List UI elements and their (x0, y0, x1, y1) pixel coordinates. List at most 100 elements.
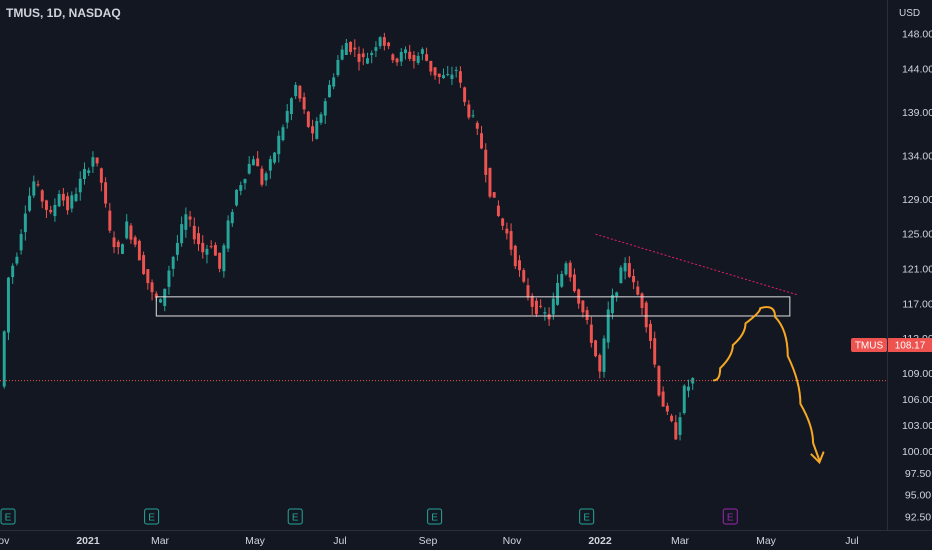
x-tick-label: May (756, 535, 777, 547)
earnings-marker-label: E (583, 513, 590, 524)
candle-body (564, 263, 568, 275)
candle-body (433, 67, 437, 76)
candle-body (370, 53, 374, 55)
x-tick-label: Jul (333, 535, 346, 547)
earnings-marker[interactable]: E (579, 508, 595, 525)
earnings-marker[interactable]: E (287, 508, 303, 525)
candle-body (648, 323, 652, 341)
candle-body (192, 225, 196, 240)
candle-body (222, 245, 226, 272)
candle-body (632, 275, 636, 283)
candle-body (429, 60, 433, 72)
time-axis[interactable]: Nov 2021 Mar May Jul Sep Nov 2022 Mar May Jul (0, 535, 859, 547)
candle-body (319, 114, 323, 123)
y-tick-label: 106.00 (902, 394, 932, 406)
candle-body (218, 252, 222, 269)
candle-body (91, 157, 95, 167)
candle-body (670, 415, 674, 422)
candle-body (298, 85, 302, 99)
price-axis[interactable]: 148.00 144.00 139.00 134.00 129.00 125.00 121.… (902, 29, 932, 524)
candle-body (391, 54, 395, 61)
candle-body (526, 285, 530, 298)
candle-body (501, 218, 505, 226)
support-zone-rect[interactable] (155, 296, 791, 317)
candle-body (154, 293, 158, 298)
candle-body (251, 159, 255, 166)
earnings-marker-box (427, 508, 443, 525)
candle-body (627, 263, 631, 277)
candle-body (374, 47, 378, 51)
candle-body (568, 262, 572, 278)
candle-body (57, 194, 61, 207)
candle-body (184, 214, 188, 230)
candle-body (450, 74, 454, 79)
candle-body (556, 282, 560, 305)
candle-body (171, 256, 175, 269)
candle-body (327, 84, 331, 98)
candle-body (112, 237, 116, 248)
candle-body (412, 55, 416, 62)
candle-body (336, 59, 340, 76)
projection-path[interactable] (712, 306, 821, 462)
y-tick-label: 109.00 (902, 368, 932, 380)
candle-body (551, 298, 555, 315)
candle-body (142, 255, 146, 275)
candle-body (687, 386, 690, 391)
y-tick-label: 100.00 (902, 446, 932, 458)
candle-body (188, 216, 192, 220)
candle-body (66, 196, 70, 211)
candle-body (11, 265, 15, 278)
y-tick-label: 121.00 (902, 264, 932, 276)
candles-group (2, 32, 695, 441)
candle-body (197, 233, 200, 245)
y-tick-label: 144.00 (902, 63, 932, 75)
earnings-marker[interactable]: E (0, 508, 16, 525)
earnings-marker[interactable]: E (144, 508, 160, 525)
projection-arrowhead-icon (810, 451, 825, 465)
candle-body (678, 417, 682, 435)
candle-body (40, 190, 44, 202)
candle-body (74, 193, 78, 202)
x-tick-label: 2022 (588, 535, 612, 547)
candle-body (311, 126, 315, 134)
earnings-marker[interactable]: E (722, 508, 738, 525)
candle-body (387, 42, 391, 47)
candle-body (446, 73, 450, 75)
last-price-tag[interactable]: TMUS 108.17 (851, 338, 932, 352)
candle-body (323, 101, 327, 116)
x-tick-label: Mar (151, 535, 170, 547)
earnings-marker-label: E (148, 513, 155, 524)
candle-body (610, 294, 614, 314)
chart-title: TMUS, 1D, NASDAQ (6, 6, 121, 20)
candle-body (6, 277, 10, 333)
candle-body (416, 55, 420, 63)
candle-body (104, 182, 108, 204)
y-tick-label: 103.00 (902, 420, 932, 432)
candle-body (513, 245, 517, 267)
candle-body (598, 355, 602, 372)
candle-body (315, 121, 319, 139)
candle-body (547, 314, 551, 320)
x-tick-label: Nov (503, 535, 522, 547)
candle-body (636, 286, 640, 295)
candle-body (256, 158, 260, 167)
x-tick-label: Mar (671, 535, 690, 547)
candle-body (594, 340, 598, 357)
candle-body (661, 391, 665, 407)
resistance-trendline[interactable] (595, 233, 799, 296)
candle-body (492, 192, 496, 198)
earnings-marker[interactable]: E (427, 508, 443, 525)
currency-label: USD (899, 8, 920, 19)
candle-body (167, 270, 171, 287)
candle-body (644, 302, 648, 328)
candle-body (353, 47, 357, 50)
candle-body (606, 309, 610, 343)
candle-body (53, 204, 57, 217)
x-tick-label: May (245, 535, 266, 547)
candle-body (349, 41, 353, 53)
candle-body (534, 300, 538, 315)
y-tick-label: 139.00 (902, 107, 932, 119)
candle-body (285, 110, 289, 123)
